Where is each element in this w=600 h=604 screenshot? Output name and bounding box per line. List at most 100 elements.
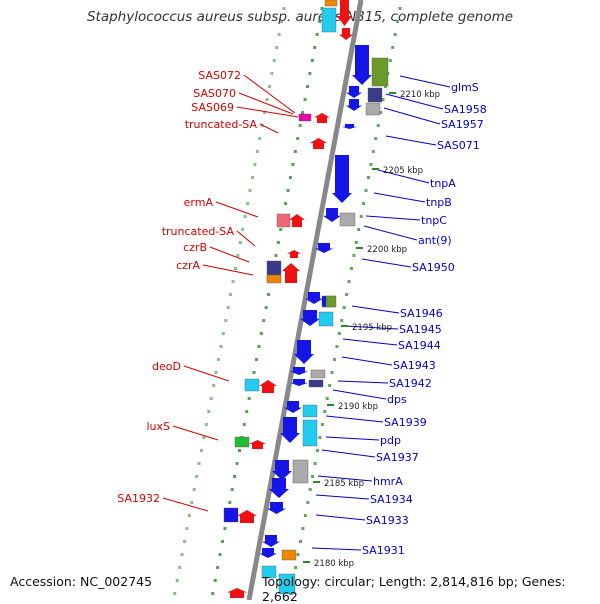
gene-label-right: SA1931 [362,544,405,557]
gc-dot [318,20,322,23]
gc-dot [313,46,317,49]
gene-label-left: ermA [184,196,214,209]
gene-arrow-forward [237,510,257,523]
gene-label-left: SAS069 [191,101,234,114]
gc-dot [305,85,309,88]
gene-label-left: truncated-SA [162,225,235,238]
gene-block [298,113,312,122]
leader-line [342,338,398,346]
gc-dot [291,163,295,166]
gene-label-right: SA1943 [393,359,436,372]
gc-dot [315,33,319,36]
gene-block [292,459,309,484]
leader-line [172,425,219,441]
gc-dot [298,124,302,127]
leader-line [373,192,426,203]
gene-label-left: SAS072 [198,69,241,82]
gc-dot [216,358,220,361]
gc-dot [258,137,262,140]
leader-line [315,514,366,521]
gene-label-right: SA1958 [444,103,487,116]
gc-dot [270,72,274,75]
gc-dot [340,319,344,322]
gc-dot [211,592,215,595]
gc-dot [248,189,252,192]
gc-dot [349,267,353,270]
leader-line [332,389,387,400]
gc-dot [241,228,245,231]
gene-arrow-forward [282,263,300,283]
gc-dot [301,527,305,530]
gc-dot [175,579,179,582]
kbp-ticks: 2210 kbp 2205 kbp 2200 kbp 2195 kbp 2190 kbp… [303,90,440,569]
gc-dot [296,553,300,556]
gc-dot [376,124,380,127]
gc-dot [178,566,182,569]
leader-line [385,135,437,146]
gc-dot [236,254,240,257]
gc-dot [214,371,218,374]
gc-dot [379,111,383,114]
kbp-tick-label: 2205 kbp [383,166,423,176]
gc-dot [398,7,402,10]
gc-dot [182,540,186,543]
gc-dot [328,384,332,387]
leader-line [238,92,294,115]
gene-arrow-reverse [323,208,341,222]
gc-dot [264,306,268,309]
gene-arrow-reverse [262,535,280,547]
gc-dot [233,475,237,478]
gc-dot [274,254,278,257]
leader-line [399,75,451,88]
gc-dot [213,579,217,582]
gc-dot [255,150,259,153]
gc-dot [272,59,276,62]
gc-dot [396,20,400,23]
gene-arrow-reverse [332,155,352,203]
gc-dot [223,527,227,530]
gene-arrow-reverse [267,502,286,514]
leader-line [259,123,279,134]
gene-label-left: SA1932 [117,492,160,505]
gc-dot [359,215,363,218]
gene-arrow-reverse [346,86,362,98]
gene-arrow-forward [314,113,330,123]
gc-dot [320,423,324,426]
gc-dot [259,332,263,335]
gene-label-right: tnpB [426,196,452,209]
gc-dot [301,111,305,114]
leader-line [236,106,299,118]
gc-dot [391,46,395,49]
gene-label-left: luxS [146,420,170,433]
gc-dot [202,436,206,439]
gene-arrow-forward [259,380,277,393]
gc-dot [337,332,341,335]
gene-block [371,57,389,87]
gene-block [321,7,337,33]
gc-dot [311,475,315,478]
gene-label-left: czrB [183,241,207,254]
gc-dot [303,514,307,517]
gc-dot [173,592,177,595]
gene-arrow-reverse [346,99,362,111]
gene-block [223,507,239,523]
gc-dot [257,345,261,348]
gc-dot [195,475,199,478]
gene-block [261,565,277,579]
gc-dot [250,176,254,179]
gc-dot [238,241,242,244]
leader-line [209,246,250,263]
gene-label-left: truncated-SA [185,118,258,131]
gene-arrow-reverse [352,45,372,85]
gc-dot [190,501,194,504]
gc-dot [364,189,368,192]
gc-dot [357,228,361,231]
gene-label-right: SA1942 [389,377,432,390]
gene-label-right: SA1944 [398,339,441,352]
gene-arrow-reverse [342,124,357,129]
gc-dot [286,189,290,192]
gc-dot [252,371,256,374]
gene-block [276,213,291,228]
gc-dot [253,163,257,166]
gc-dot [199,449,203,452]
